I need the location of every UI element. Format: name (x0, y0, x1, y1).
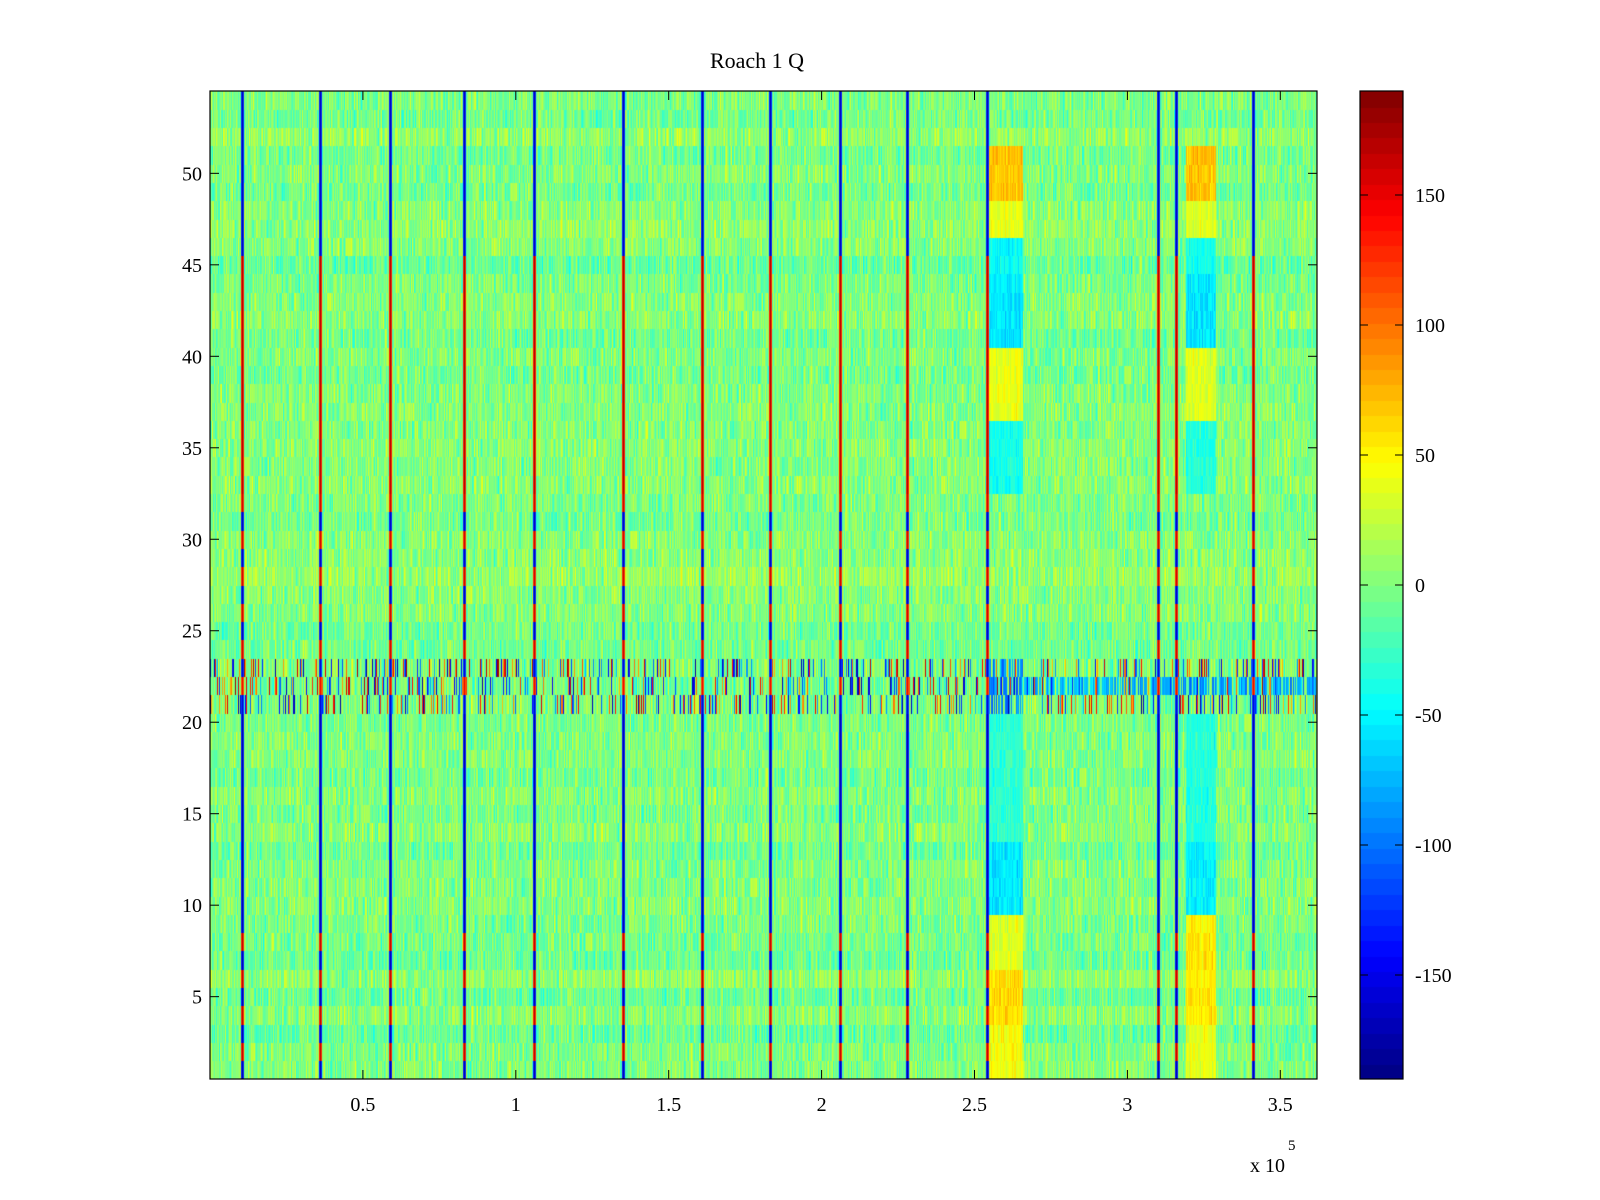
colorbar-tick-label: -100 (1415, 835, 1452, 857)
y-tick-label: 20 (182, 712, 202, 734)
y-tick-label: 50 (182, 163, 202, 185)
x-multiplier-base: x 10 (1250, 1155, 1285, 1177)
plot-frame (209, 90, 1318, 1080)
colorbar-tick-label: 50 (1415, 445, 1435, 467)
x-multiplier-exponent: 5 (1288, 1138, 1296, 1154)
chart-title: Roach 1 Q (710, 48, 804, 73)
y-tick-label: 10 (182, 895, 202, 917)
y-tick-label: 40 (182, 346, 202, 368)
colorbar-tick-label: 150 (1415, 185, 1445, 207)
y-tick-label: 5 (192, 987, 202, 1009)
plot-area: 0.5 1 1.5 2 2.5 3 3.5 5 10 15 20 25 30 35 40 45 50 x 10… (182, 90, 1318, 1177)
x-tick-label: 1.5 (656, 1094, 681, 1116)
colorbar-tick-label: 100 (1415, 315, 1445, 337)
x-tick-label: 3.5 (1268, 1094, 1293, 1116)
y-tick-label: 15 (182, 804, 202, 826)
x-tick-label: 2 (817, 1094, 827, 1116)
x-axis-ticks: 0.5 1 1.5 2 2.5 3 3.5 (350, 91, 1293, 1116)
y-tick-label: 30 (182, 529, 202, 551)
x-multiplier: x 10 5 (1250, 1138, 1296, 1177)
y-tick-label: 25 (182, 621, 202, 643)
y-tick-label: 45 (182, 255, 202, 277)
colorbar-tick-label: -150 (1415, 965, 1452, 987)
colorbar-tick-label: -50 (1415, 705, 1442, 727)
y-axis-ticks: 5 10 15 20 25 30 35 40 45 50 (182, 163, 1317, 1009)
y-tick-label: 35 (182, 438, 202, 460)
colorbar-ticks: -150 -100 -50 0 50 100 150 (1360, 185, 1452, 987)
x-tick-label: 2.5 (962, 1094, 987, 1116)
colorbar-tick-label: 0 (1415, 575, 1425, 597)
x-tick-label: 1 (511, 1094, 521, 1116)
x-tick-label: 3 (1122, 1094, 1132, 1116)
heatmap-image (210, 91, 1317, 1079)
colorbar: -150 -100 -50 0 50 100 150 (1359, 90, 1452, 1080)
x-tick-label: 0.5 (350, 1094, 375, 1116)
